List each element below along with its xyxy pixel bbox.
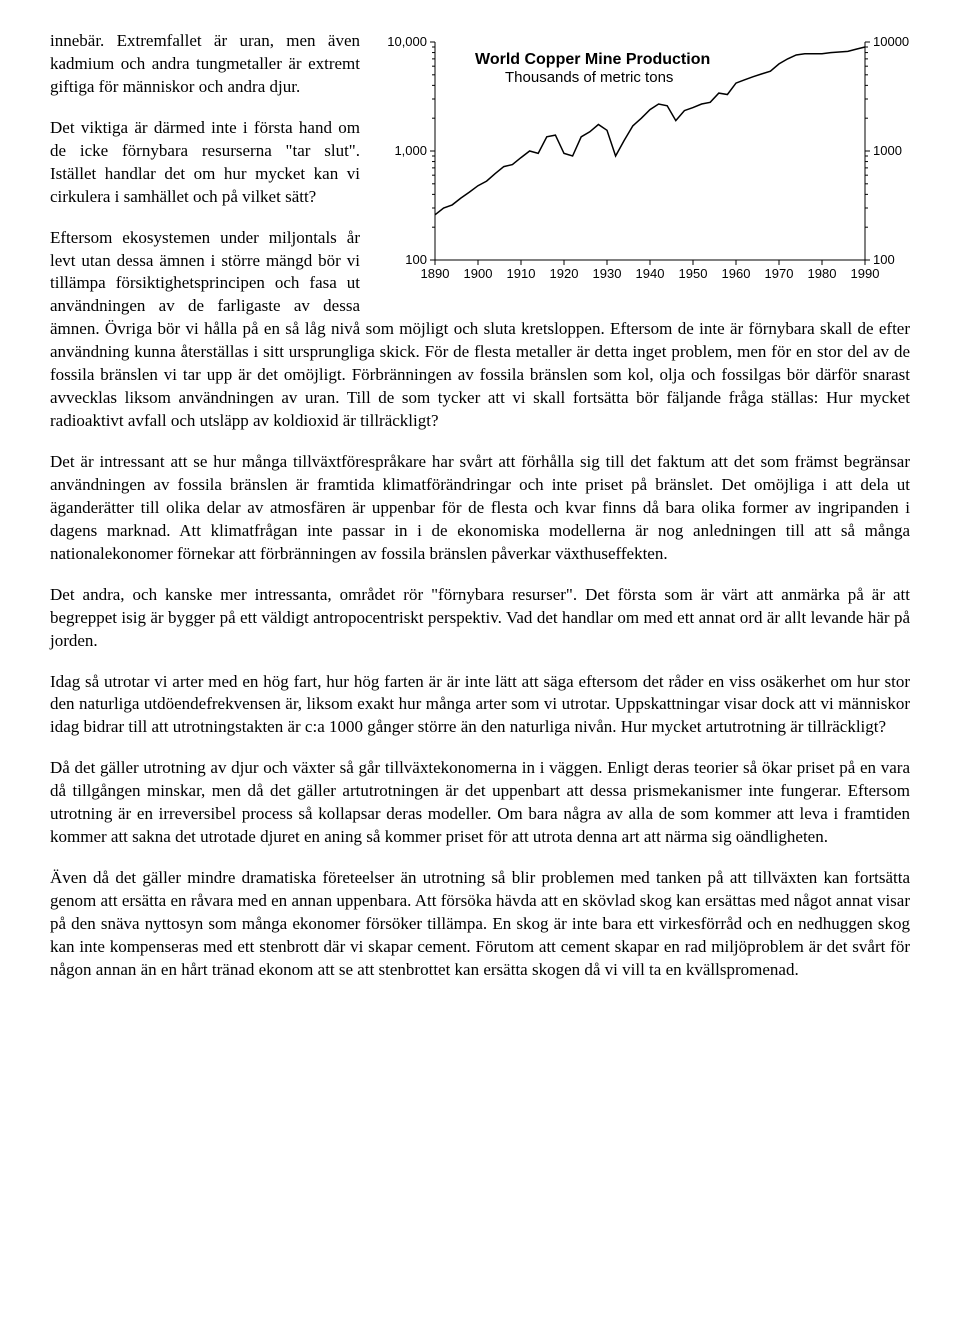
- svg-text:1990: 1990: [851, 266, 880, 281]
- svg-text:1940: 1940: [636, 266, 665, 281]
- paragraph-7: Även då det gäller mindre dramatiska för…: [50, 867, 910, 982]
- svg-text:10,000: 10,000: [387, 34, 427, 49]
- svg-text:Thousands of metric tons: Thousands of metric tons: [505, 69, 673, 86]
- paragraph-3: Det är intressant att se hur många tillv…: [50, 451, 910, 566]
- svg-text:1910: 1910: [507, 266, 536, 281]
- svg-text:1950: 1950: [679, 266, 708, 281]
- svg-text:1960: 1960: [722, 266, 751, 281]
- svg-text:1000: 1000: [873, 143, 902, 158]
- paragraph-6: Då det gäller utrotning av djur och växt…: [50, 757, 910, 849]
- svg-text:1970: 1970: [765, 266, 794, 281]
- svg-text:1920: 1920: [550, 266, 579, 281]
- top-section: 100 1,000 10,000 100 1000 10000 1890 1900 1910 19…: [50, 30, 910, 451]
- svg-text:World Copper Mine Production: World Copper Mine Production: [475, 51, 710, 68]
- copper-production-chart: 100 1,000 10,000 100 1000 10000 1890 1900 1910 19…: [380, 30, 910, 300]
- svg-text:1900: 1900: [464, 266, 493, 281]
- svg-text:1980: 1980: [808, 266, 837, 281]
- chart-container: 100 1,000 10,000 100 1000 10000 1890 1900 1910 19…: [380, 30, 910, 300]
- page: 100 1,000 10,000 100 1000 10000 1890 1900 1910 19…: [0, 0, 960, 1050]
- svg-text:1890: 1890: [421, 266, 450, 281]
- svg-text:100: 100: [405, 252, 427, 267]
- svg-text:1,000: 1,000: [394, 143, 427, 158]
- svg-text:100: 100: [873, 252, 895, 267]
- svg-text:1930: 1930: [593, 266, 622, 281]
- paragraph-5: Idag så utrotar vi arter med en hög fart…: [50, 671, 910, 740]
- svg-text:10000: 10000: [873, 34, 909, 49]
- paragraph-4: Det andra, och kanske mer intressanta, o…: [50, 584, 910, 653]
